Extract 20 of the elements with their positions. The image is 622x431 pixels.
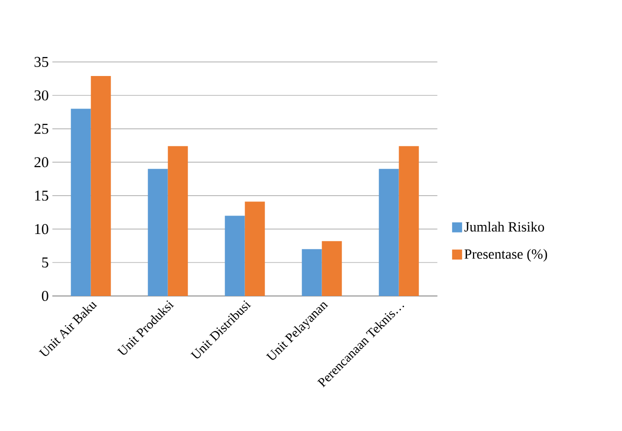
y-tick-label: 35 [34, 56, 48, 67]
bar [398, 146, 419, 296]
legend-label: Presentase (%) [464, 248, 548, 262]
y-tick-label: 20 [34, 157, 48, 168]
bar [302, 249, 322, 296]
bar [90, 76, 111, 296]
bar [244, 202, 265, 296]
bar [70, 108, 91, 296]
y-tick-label: 10 [35, 224, 48, 234]
bar [148, 168, 168, 296]
y-tick-label: 5 [42, 258, 48, 268]
legend-label: Jumlah Risiko [464, 222, 544, 232]
bar [224, 216, 245, 296]
bar [168, 146, 188, 296]
bar [378, 168, 399, 296]
y-tick-label: 25 [34, 124, 48, 134]
y-tick-label: 30 [34, 90, 48, 100]
bar [322, 241, 342, 296]
y-tick-label: 15 [35, 190, 48, 201]
y-tick-label: 0 [42, 290, 48, 301]
